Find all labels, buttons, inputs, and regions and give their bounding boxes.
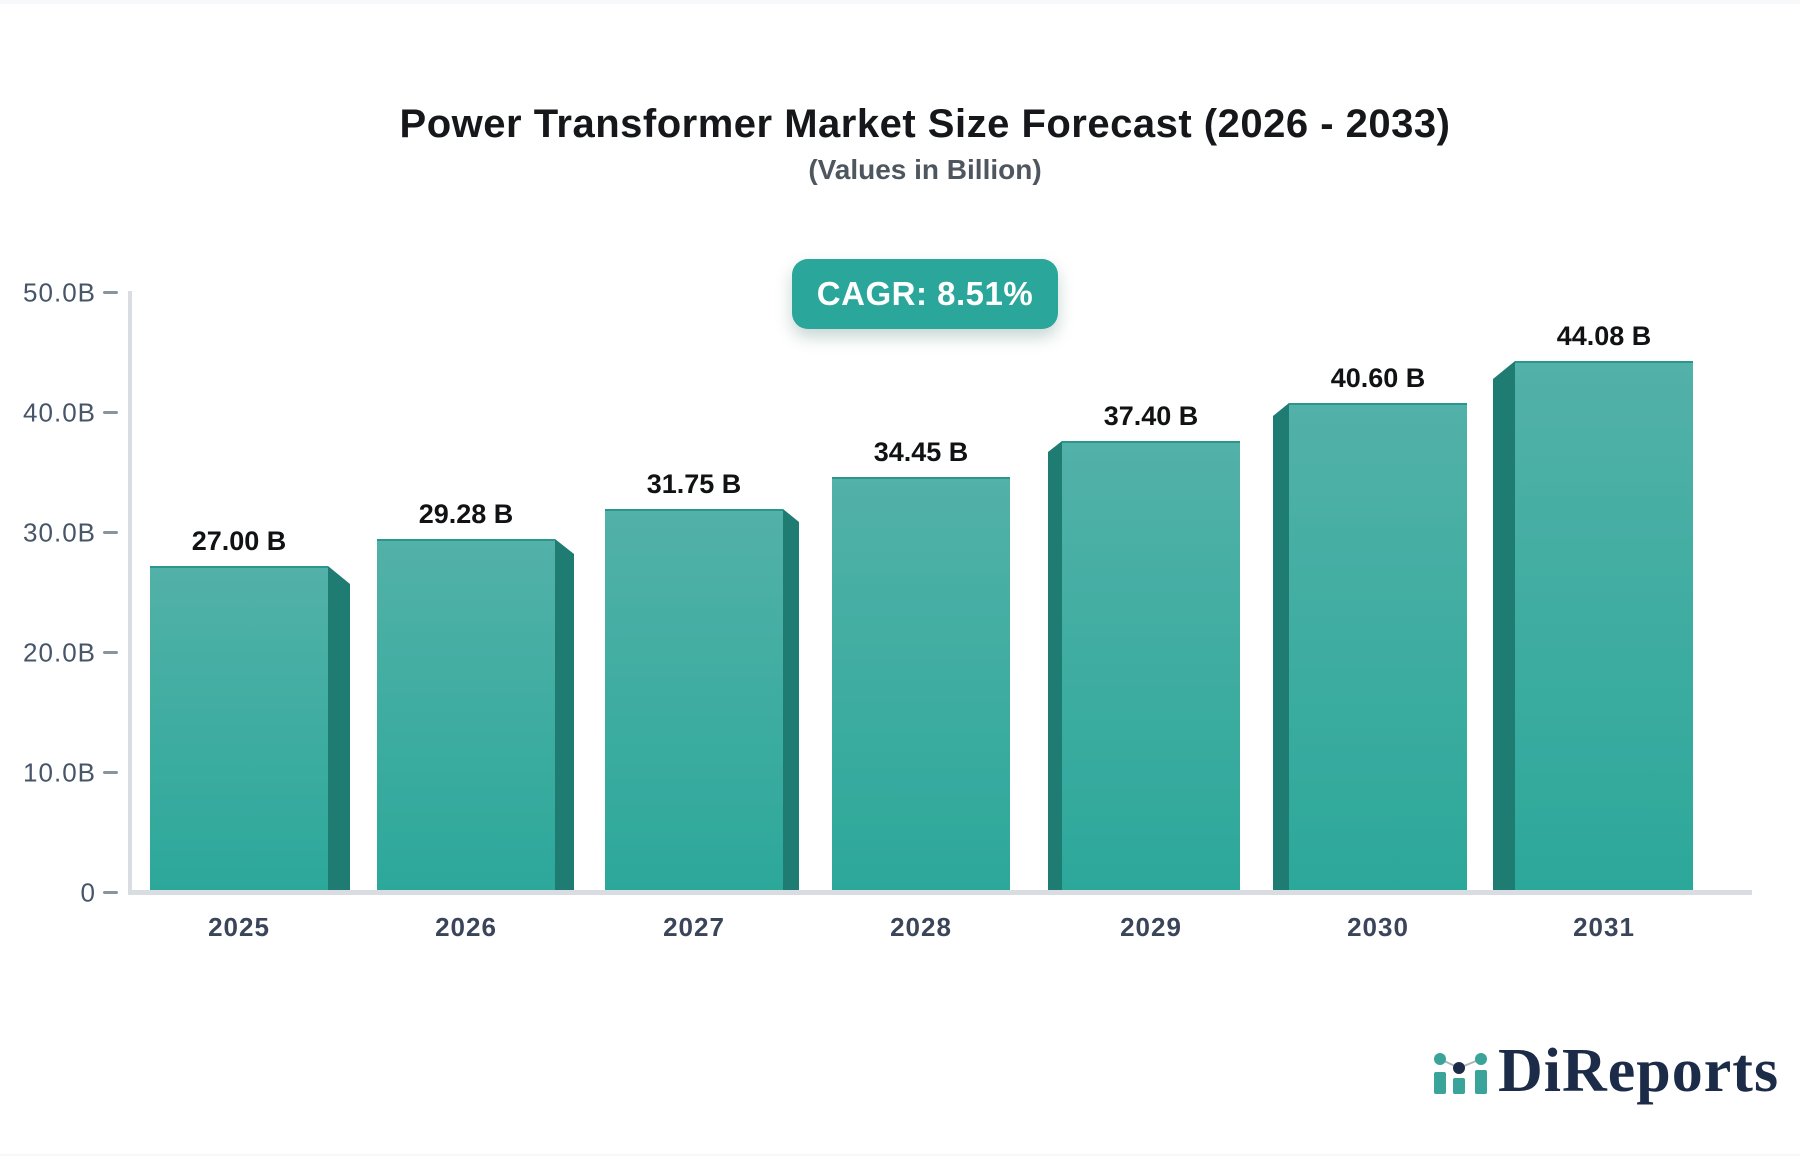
bar-2030[interactable] (1273, 403, 1467, 890)
y-axis-tick-label: 10.0B (23, 757, 96, 788)
bar-face (150, 566, 328, 890)
bar-2026[interactable] (377, 539, 574, 890)
bar-face (1062, 441, 1240, 890)
bar-3d-side (328, 566, 350, 890)
bar-face (605, 509, 783, 890)
y-axis-tick-label: 30.0B (23, 517, 96, 548)
y-axis-tick-mark (103, 891, 118, 894)
x-axis-category-label: 2031 (1573, 912, 1635, 942)
y-axis-tick-mark (103, 531, 118, 534)
bar-value-label: 37.40 B (1103, 401, 1199, 431)
cagr-badge: CAGR: 8.51% (792, 259, 1058, 329)
y-axis-tick-mark (103, 651, 118, 654)
bar-face (1289, 403, 1467, 890)
x-axis-category-label: 2025 (208, 912, 270, 942)
bar-face (377, 539, 555, 890)
bar-3d-side (1493, 361, 1515, 890)
brand-logo: DiReports (1428, 1040, 1779, 1102)
y-axis-tick-mark (103, 771, 118, 774)
bar-2031[interactable] (1493, 361, 1693, 890)
chart-subtitle: (Values in Billion) (808, 154, 1042, 185)
chart-title: Power Transformer Market Size Forecast (… (399, 102, 1451, 146)
bar-2029[interactable] (1048, 441, 1240, 890)
x-axis-category-label: 2027 (663, 912, 725, 942)
bar-value-label: 34.45 B (873, 437, 969, 467)
x-axis-category-label: 2028 (890, 912, 952, 942)
bar-3d-side (1048, 441, 1062, 890)
bar-3d-side (783, 509, 799, 890)
bar-value-label: 29.28 B (418, 499, 514, 529)
bar-face (832, 477, 1010, 890)
bar-value-label: 40.60 B (1330, 363, 1426, 393)
y-axis-tick-mark (103, 291, 118, 294)
y-axis-line (128, 291, 132, 895)
x-axis-category-label: 2026 (435, 912, 497, 942)
x-axis-category-label: 2030 (1347, 912, 1409, 942)
bar-value-label: 27.00 B (191, 526, 287, 556)
logo-text: DiReports (1498, 1037, 1780, 1105)
x-axis-line (128, 890, 1752, 895)
logo-chart-icon (1434, 1053, 1487, 1094)
y-axis-tick-label: 0 (80, 877, 96, 908)
bar-value-label: 44.08 B (1556, 321, 1652, 351)
bar-2028[interactable] (832, 477, 1010, 890)
bar-2027[interactable] (605, 509, 799, 890)
bar-3d-side (555, 539, 574, 890)
y-axis-tick-mark (103, 411, 118, 414)
y-axis-tick-label: 20.0B (23, 637, 96, 668)
y-axis-tick-label: 50.0B (23, 277, 96, 308)
y-axis-tick-label: 40.0B (23, 397, 96, 428)
x-axis-category-label: 2029 (1120, 912, 1182, 942)
bar-value-label: 31.75 B (646, 469, 742, 499)
bar-face (1515, 361, 1693, 890)
bar-2025[interactable] (150, 566, 350, 890)
bar-3d-side (1273, 403, 1289, 890)
